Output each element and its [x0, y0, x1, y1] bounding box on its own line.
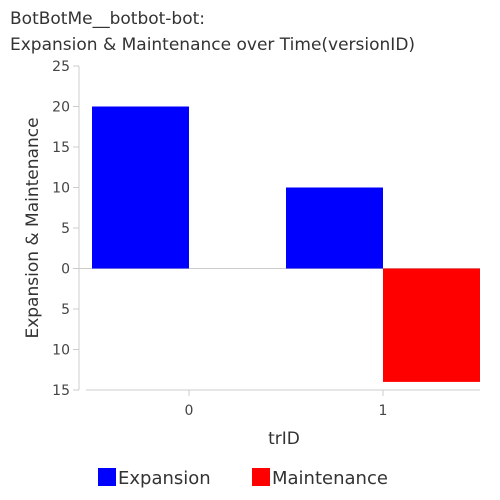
bars [92, 106, 480, 382]
x-axis-label: trID [268, 429, 300, 449]
legend-label-maintenance: Maintenance [272, 468, 388, 489]
y-tick-label: 25 [52, 59, 70, 75]
y-tick-label: 15 [52, 383, 70, 399]
y-tick-label: 20 [52, 100, 70, 116]
legend: Expansion Maintenance [98, 468, 388, 489]
chart-title-line-2: Expansion & Maintenance over Time(versio… [10, 35, 415, 55]
legend-label-expansion: Expansion [118, 468, 211, 489]
y-tick-label: 10 [52, 343, 70, 359]
y-tick-label: 10 [52, 181, 70, 197]
bar-expansion-1 [286, 187, 383, 269]
chart-title: BotBotMe__botbot-bot: Expansion & Mainte… [10, 9, 415, 55]
x-tick-label: 0 [185, 403, 194, 419]
y-tick-label: 15 [52, 140, 70, 156]
y-axis-label: Expansion & Maintenance [23, 117, 43, 338]
legend-swatch-maintenance [252, 468, 270, 486]
bar-maintenance-1 [383, 268, 480, 382]
x-tick-label: 1 [379, 403, 388, 419]
chart-title-line-1: BotBotMe__botbot-bot: [10, 9, 205, 29]
legend-swatch-expansion [98, 468, 116, 486]
y-tick-label: 0 [61, 262, 70, 278]
y-tick-label: 5 [61, 221, 70, 237]
y-tick-label: 5 [61, 302, 70, 318]
bar-expansion-0 [92, 106, 189, 269]
